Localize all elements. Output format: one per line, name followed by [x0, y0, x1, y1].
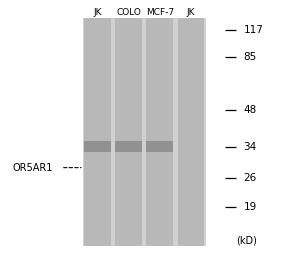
- Text: 26: 26: [243, 173, 257, 183]
- Bar: [83, 18, 206, 246]
- Text: (kD): (kD): [236, 235, 257, 245]
- Text: 85: 85: [243, 52, 257, 62]
- Text: 48: 48: [243, 105, 257, 115]
- Text: MCF-7: MCF-7: [146, 8, 174, 17]
- Bar: [147, 141, 173, 153]
- Bar: [84, 18, 111, 246]
- Text: 34: 34: [243, 142, 257, 152]
- Bar: [115, 141, 142, 153]
- Text: 19: 19: [243, 202, 257, 212]
- Bar: [147, 18, 173, 246]
- Text: JK: JK: [93, 8, 102, 17]
- Bar: [84, 141, 111, 153]
- Text: JK: JK: [187, 8, 195, 17]
- Bar: [115, 18, 142, 246]
- Text: OR5AR1: OR5AR1: [12, 163, 53, 173]
- Text: COLO: COLO: [116, 8, 141, 17]
- Bar: [178, 18, 204, 246]
- Text: 117: 117: [243, 25, 263, 35]
